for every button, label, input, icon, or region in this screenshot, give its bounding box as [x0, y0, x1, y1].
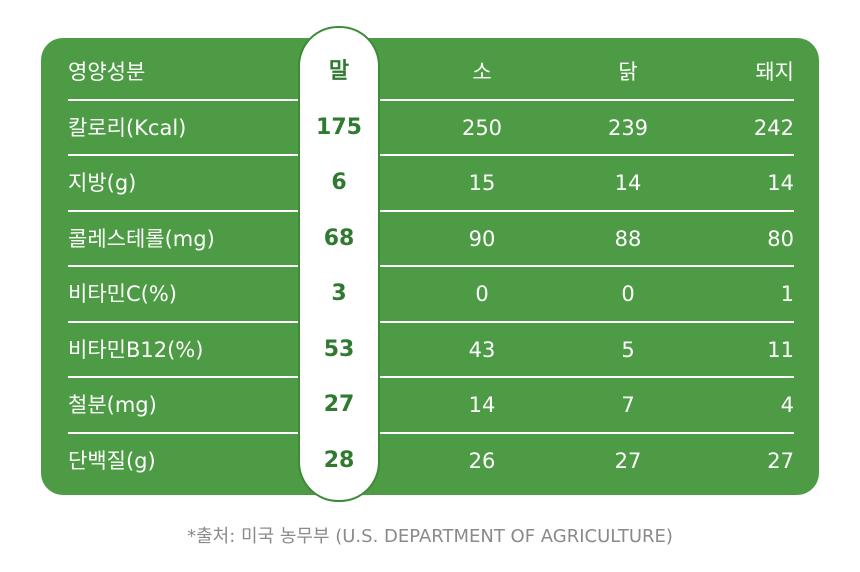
header-nutrient: 영양성분: [68, 60, 146, 84]
value-horse: 28: [323, 447, 355, 473]
row-label: 콜레스테롤(mg): [68, 226, 215, 251]
value-chicken: 27: [614, 448, 642, 473]
row-label: 비타민B12(%): [68, 337, 204, 362]
value-chicken: 0: [621, 282, 635, 306]
table-row: 비타민B12(%) 53 43 5 11: [68, 322, 794, 378]
value-beef: 250: [461, 115, 503, 140]
value-horse: 27: [323, 392, 355, 417]
table-row: 비타민C(%) 3 0 0 1: [68, 266, 794, 322]
value-horse: 53: [323, 336, 355, 362]
value-pork: 4: [780, 393, 794, 417]
row-label: 철분(mg): [68, 393, 157, 417]
row-divider: [380, 320, 794, 323]
table-header-row: 영양성분 말 소 닭 돼지: [68, 44, 794, 100]
value-beef: 90: [468, 226, 496, 251]
value-chicken: 5: [621, 337, 635, 362]
row-label: 지방(g): [68, 171, 137, 195]
horse-column-highlight: [300, 28, 378, 500]
value-beef: 15: [468, 171, 496, 195]
source-note: *출처: 미국 농무부 (U.S. DEPARTMENT OF AGRICULT…: [187, 526, 673, 547]
value-beef: 43: [468, 337, 496, 362]
value-horse: 6: [331, 170, 347, 195]
value-pork: 14: [767, 171, 794, 195]
value-chicken: 88: [614, 226, 642, 251]
value-chicken: 7: [621, 393, 635, 417]
value-beef: 26: [468, 448, 496, 473]
row-divider: [380, 209, 794, 212]
row-divider: [68, 376, 298, 378]
value-pork: 80: [767, 226, 794, 251]
row-divider: [68, 154, 298, 156]
value-pork: 27: [767, 448, 794, 473]
row-label: 칼로리(Kcal): [68, 115, 187, 140]
row-divider: [68, 209, 298, 212]
row-divider: [68, 431, 298, 434]
value-horse: 68: [323, 225, 355, 251]
row-divider: [380, 431, 794, 434]
row-divider: [380, 98, 794, 101]
header-chicken: 닭: [618, 60, 638, 84]
table-row: 지방(g) 6 15 14 14: [68, 155, 794, 211]
row-divider: [380, 265, 794, 267]
value-pork: 11: [767, 337, 794, 362]
value-pork: 242: [753, 115, 794, 140]
row-divider: [68, 320, 298, 323]
value-chicken: 14: [614, 171, 642, 195]
row-divider: [380, 376, 794, 378]
value-chicken: 239: [607, 115, 649, 140]
table-row: 콜레스테롤(mg) 68 90 88 80: [68, 211, 794, 267]
row-divider: [68, 98, 298, 101]
value-horse: 3: [331, 281, 347, 306]
row-label: 비타민C(%): [68, 282, 177, 306]
header-horse: 말: [328, 59, 350, 84]
table-row: 단백질(g) 28 26 27 27: [68, 433, 794, 489]
value-horse: 175: [316, 114, 362, 140]
value-beef: 0: [475, 282, 489, 306]
value-pork: 1: [780, 282, 794, 306]
row-divider: [380, 154, 794, 156]
header-pork: 돼지: [755, 60, 794, 84]
table-row: 칼로리(Kcal) 175 250 239 242: [68, 100, 794, 156]
header-beef: 소: [472, 60, 492, 84]
row-divider: [68, 265, 298, 267]
table-row: 철분(mg) 27 14 7 4: [68, 377, 794, 433]
row-label: 단백질(g): [68, 448, 156, 473]
value-beef: 14: [468, 393, 496, 417]
